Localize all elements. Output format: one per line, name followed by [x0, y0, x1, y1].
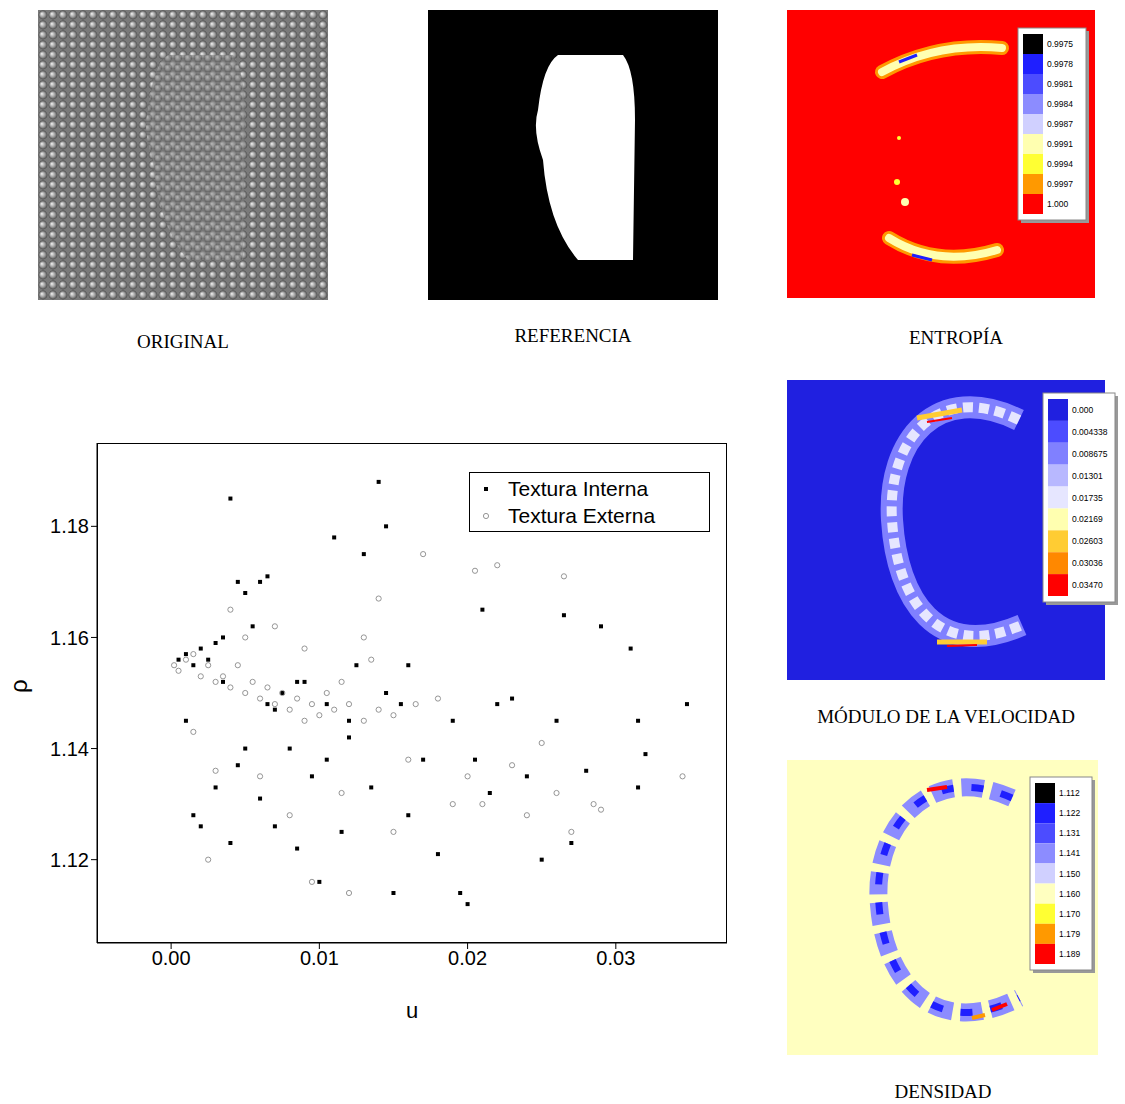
svg-text:0.9997: 0.9997	[1047, 179, 1073, 189]
svg-text:0.9991: 0.9991	[1047, 139, 1073, 149]
svg-text:0.02169: 0.02169	[1072, 514, 1103, 524]
svg-text:0.01735: 0.01735	[1072, 493, 1103, 503]
html-text:Textura Interna: Textura Interna	[508, 476, 649, 500]
svg-text:0.9984: 0.9984	[1047, 99, 1073, 109]
svg-text:0.00: 0.00	[152, 947, 191, 969]
svg-text:1.189: 1.189	[1059, 949, 1081, 959]
svg-text:1.150: 1.150	[1059, 869, 1081, 879]
html-text:MÓDULO DE LA VELOCIDAD: MÓDULO DE LA VELOCIDAD	[817, 706, 1075, 727]
svg-text:0.9987: 0.9987	[1047, 119, 1073, 129]
html-text:ORIGINAL: ORIGINAL	[137, 331, 229, 352]
svg-text:0.03: 0.03	[596, 947, 635, 969]
svg-text:1.160: 1.160	[1059, 889, 1081, 899]
svg-text:0.01: 0.01	[300, 947, 339, 969]
svg-text:0.02: 0.02	[448, 947, 487, 969]
svg-text:1.14: 1.14	[50, 738, 89, 760]
svg-text:0.9981: 0.9981	[1047, 79, 1073, 89]
html-text:ENTROPÍA: ENTROPÍA	[909, 327, 1003, 348]
svg-text:0.004338: 0.004338	[1072, 427, 1108, 437]
svg-text:ρ: ρ	[5, 679, 32, 693]
svg-text:1.18: 1.18	[50, 515, 89, 537]
svg-text:0.03036: 0.03036	[1072, 558, 1103, 568]
svg-text:1.131: 1.131	[1059, 828, 1081, 838]
svg-text:0.008675: 0.008675	[1072, 449, 1108, 459]
svg-text:0.03470: 0.03470	[1072, 580, 1103, 590]
svg-text:0.000: 0.000	[1072, 405, 1094, 415]
svg-text:1.141: 1.141	[1059, 848, 1081, 858]
svg-text:1.000: 1.000	[1047, 199, 1069, 209]
svg-text:0.9975: 0.9975	[1047, 39, 1073, 49]
svg-text:1.12: 1.12	[50, 849, 89, 871]
svg-text:0.01301: 0.01301	[1072, 471, 1103, 481]
html-text:Textura Externa: Textura Externa	[508, 503, 656, 527]
svg-text:1.179: 1.179	[1059, 929, 1081, 939]
html-text:DENSIDAD: DENSIDAD	[894, 1081, 992, 1102]
svg-text:0.9978: 0.9978	[1047, 59, 1073, 69]
html-text:REFERENCIA: REFERENCIA	[514, 325, 632, 346]
svg-text:1.112: 1.112	[1059, 788, 1080, 798]
svg-text:0.9994: 0.9994	[1047, 159, 1073, 169]
svg-text:u: u	[406, 998, 418, 1023]
svg-text:1.122: 1.122	[1059, 808, 1081, 818]
svg-text:1.16: 1.16	[50, 627, 89, 649]
svg-text:1.170: 1.170	[1059, 909, 1081, 919]
svg-text:0.02603: 0.02603	[1072, 536, 1103, 546]
